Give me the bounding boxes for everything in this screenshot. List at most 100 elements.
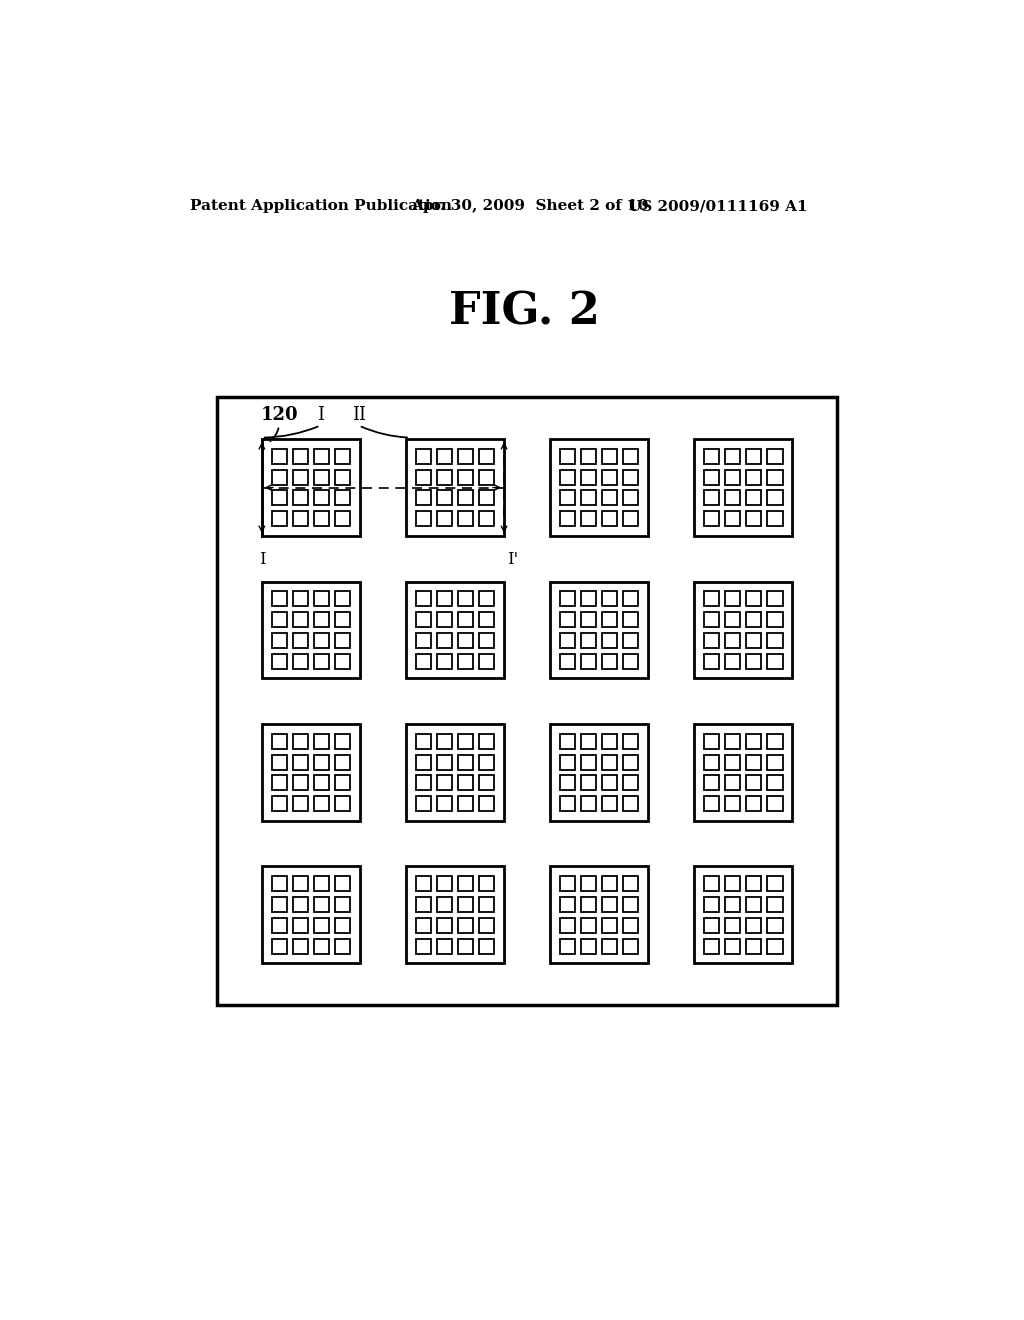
Bar	[705, 755, 719, 770]
Bar	[624, 612, 638, 627]
Bar	[581, 917, 596, 933]
Bar	[602, 755, 617, 770]
Bar	[293, 796, 308, 812]
Bar	[313, 917, 329, 933]
Bar	[335, 734, 350, 748]
Bar	[458, 775, 473, 791]
Bar	[271, 653, 287, 669]
Bar	[725, 612, 740, 627]
Bar	[271, 634, 287, 648]
Bar	[271, 612, 287, 627]
Bar	[560, 734, 575, 748]
Bar	[624, 511, 638, 527]
Bar	[725, 470, 740, 484]
Bar	[271, 449, 287, 463]
Bar	[271, 755, 287, 770]
Bar	[335, 755, 350, 770]
Bar	[624, 634, 638, 648]
Bar	[746, 511, 762, 527]
Bar	[602, 470, 617, 484]
Bar	[560, 755, 575, 770]
Bar	[313, 612, 329, 627]
Bar	[694, 725, 793, 821]
Bar	[313, 755, 329, 770]
Bar	[581, 755, 596, 770]
Bar	[602, 917, 617, 933]
Bar	[602, 591, 617, 606]
Text: I': I'	[507, 552, 518, 569]
Bar	[416, 612, 431, 627]
Bar	[705, 612, 719, 627]
Bar	[271, 917, 287, 933]
Bar	[746, 612, 762, 627]
Bar	[725, 917, 740, 933]
Bar	[458, 511, 473, 527]
Bar	[705, 470, 719, 484]
Bar	[313, 734, 329, 748]
Bar	[313, 775, 329, 791]
Text: 120: 120	[260, 407, 298, 424]
Bar	[767, 449, 782, 463]
Bar	[437, 755, 453, 770]
Bar	[416, 796, 431, 812]
Bar	[479, 939, 495, 953]
Bar	[767, 470, 782, 484]
Bar	[479, 917, 495, 933]
Bar	[271, 876, 287, 891]
Bar	[725, 898, 740, 912]
Bar	[560, 491, 575, 506]
Bar	[479, 470, 495, 484]
Bar	[335, 898, 350, 912]
Bar	[293, 734, 308, 748]
Bar	[581, 796, 596, 812]
Bar	[458, 634, 473, 648]
Bar	[335, 511, 350, 527]
Bar	[271, 775, 287, 791]
Bar	[335, 775, 350, 791]
Bar	[624, 917, 638, 933]
Bar	[560, 634, 575, 648]
Bar	[262, 725, 359, 821]
Bar	[624, 775, 638, 791]
Bar	[416, 653, 431, 669]
Bar	[293, 917, 308, 933]
Bar	[767, 634, 782, 648]
Bar	[293, 491, 308, 506]
Bar	[602, 796, 617, 812]
Bar	[458, 653, 473, 669]
Bar	[624, 796, 638, 812]
Bar	[602, 634, 617, 648]
Bar	[458, 734, 473, 748]
Bar	[725, 634, 740, 648]
Bar	[335, 470, 350, 484]
Bar	[705, 939, 719, 953]
Bar	[293, 898, 308, 912]
Bar	[705, 449, 719, 463]
Bar	[479, 449, 495, 463]
Bar	[581, 939, 596, 953]
Bar	[479, 634, 495, 648]
Bar	[624, 470, 638, 484]
Bar	[293, 775, 308, 791]
Bar	[767, 898, 782, 912]
Bar	[416, 449, 431, 463]
Bar	[624, 898, 638, 912]
Bar	[437, 796, 453, 812]
Bar	[767, 734, 782, 748]
Bar	[560, 898, 575, 912]
Bar	[313, 939, 329, 953]
Bar	[271, 939, 287, 953]
Bar	[560, 612, 575, 627]
Bar	[416, 734, 431, 748]
Bar	[705, 876, 719, 891]
Bar	[293, 612, 308, 627]
Bar	[335, 939, 350, 953]
Bar	[581, 775, 596, 791]
Bar	[313, 876, 329, 891]
Bar	[581, 653, 596, 669]
Bar	[416, 511, 431, 527]
Bar	[313, 491, 329, 506]
Bar	[581, 591, 596, 606]
Bar	[335, 917, 350, 933]
Bar	[560, 876, 575, 891]
